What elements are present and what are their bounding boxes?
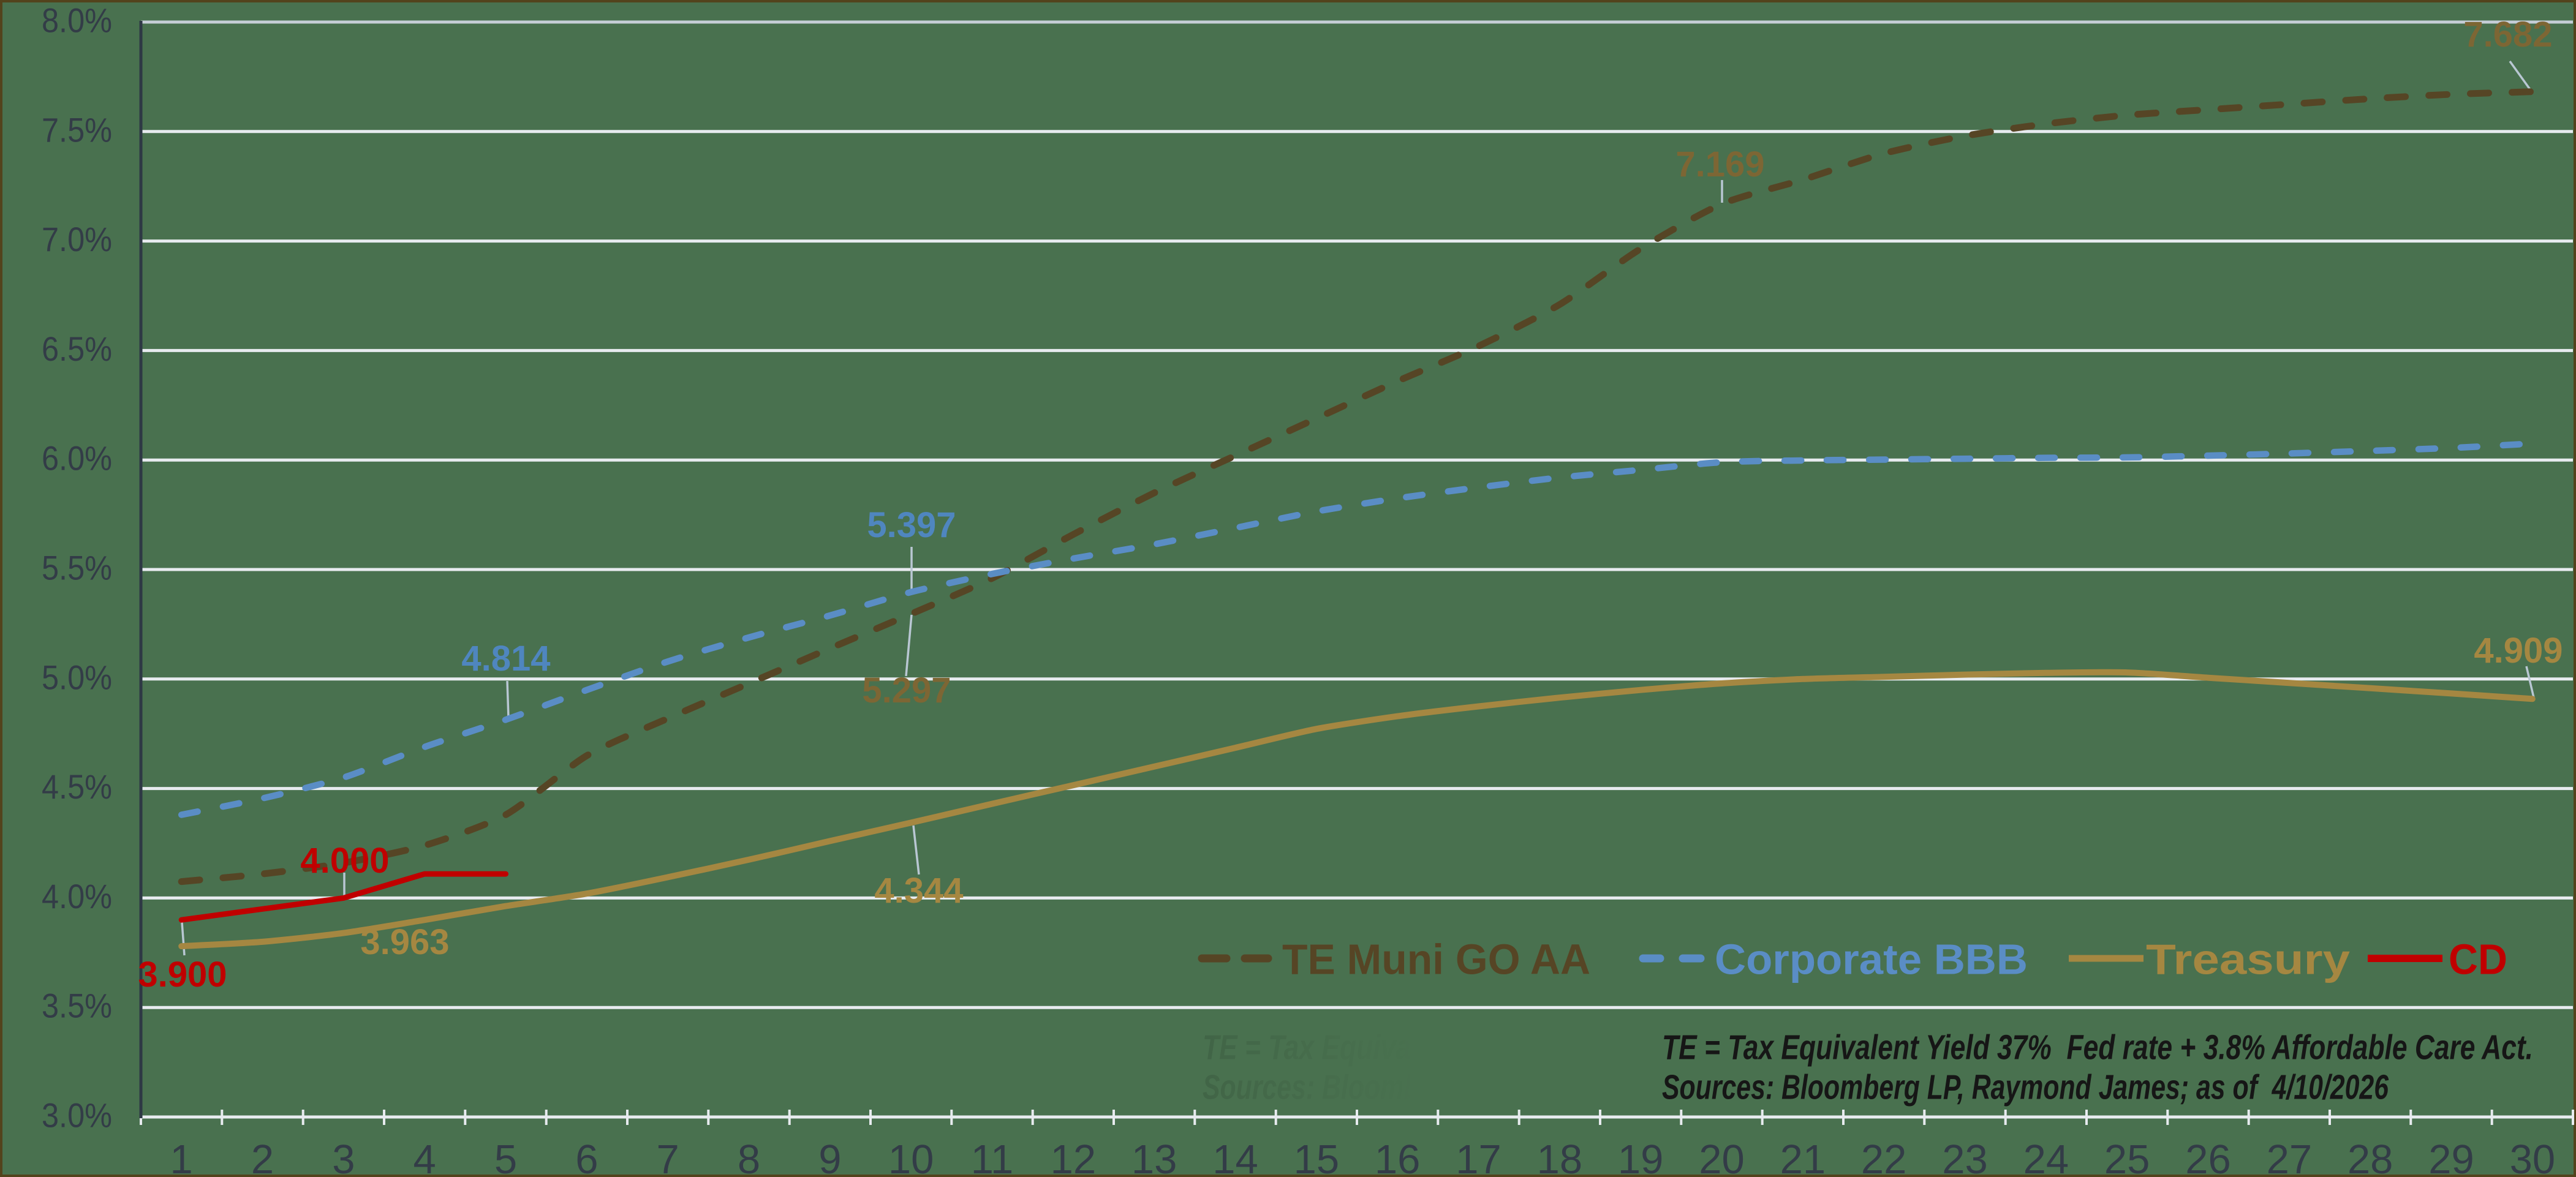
svg-text:TE = Tax Equivalent Yield 37%: TE = Tax Equivalent Yield 37% Fed rate +… [1662,1028,2533,1067]
svg-text:3.963: 3.963 [360,922,449,962]
svg-text:23: 23 [1942,1137,1988,1177]
svg-text:5: 5 [494,1137,517,1177]
svg-text:6.0%: 6.0% [42,439,112,478]
svg-text:4.000: 4.000 [300,841,389,881]
svg-text:15: 15 [1294,1137,1340,1177]
svg-text:5.5%: 5.5% [42,549,112,587]
svg-text:3.0%: 3.0% [42,1096,112,1135]
svg-text:5.297: 5.297 [862,671,951,710]
svg-text:5.0%: 5.0% [42,658,112,696]
svg-text:Treasury: Treasury [2146,935,2350,983]
svg-text:Sources: Bloomberg LP, Raymond: Sources: Bloomberg LP, Raymond James; as… [1203,1068,1929,1107]
svg-text:3.900: 3.900 [138,955,227,995]
svg-text:12: 12 [1051,1137,1097,1177]
svg-text:20: 20 [1699,1137,1745,1177]
svg-text:5.397: 5.397 [867,505,956,545]
svg-text:TE = Tax Equivalent Yield 37%: TE = Tax Equivalent Yield 37% Fed rate +… [1203,1028,2074,1067]
svg-text:11: 11 [971,1137,1014,1177]
svg-text:7.682: 7.682 [2463,15,2552,55]
svg-text:7: 7 [657,1137,679,1177]
svg-text:4.909: 4.909 [2474,631,2563,671]
svg-text:8: 8 [738,1137,760,1177]
svg-text:10: 10 [888,1137,934,1177]
svg-text:1: 1 [170,1137,193,1177]
svg-text:27: 27 [2267,1137,2313,1177]
svg-text:13: 13 [1131,1137,1177,1177]
svg-text:CD: CD [2449,935,2507,983]
svg-text:4.0%: 4.0% [42,877,112,916]
svg-text:7.169: 7.169 [1675,145,1764,184]
svg-text:24: 24 [2023,1137,2069,1177]
svg-text:Corporate BBB: Corporate BBB [1715,935,2028,983]
svg-text:8.0%: 8.0% [42,1,112,40]
svg-text:21: 21 [1780,1137,1826,1177]
svg-text:16: 16 [1375,1137,1421,1177]
svg-text:4.5%: 4.5% [42,767,112,806]
svg-text:4.344: 4.344 [874,871,963,911]
svg-text:29: 29 [2428,1137,2474,1177]
svg-text:28: 28 [2347,1137,2393,1177]
svg-text:25: 25 [2104,1137,2150,1177]
svg-text:30: 30 [2510,1137,2556,1177]
svg-text:9: 9 [818,1137,841,1177]
svg-text:6.5%: 6.5% [42,329,112,368]
svg-text:Sources: Bloomberg LP, Raymond: Sources: Bloomberg LP, Raymond James; as… [1662,1068,2389,1107]
svg-text:26: 26 [2185,1137,2231,1177]
svg-text:7.0%: 7.0% [42,220,112,258]
svg-text:18: 18 [1537,1137,1583,1177]
svg-text:3: 3 [332,1137,355,1177]
svg-text:4.814: 4.814 [461,639,550,679]
svg-text:7.5%: 7.5% [42,110,112,149]
svg-text:4: 4 [414,1137,436,1177]
svg-text:TE Muni GO AA: TE Muni GO AA [1282,935,1590,983]
svg-text:2: 2 [251,1137,274,1177]
svg-text:14: 14 [1212,1137,1258,1177]
svg-text:19: 19 [1618,1137,1664,1177]
svg-text:6: 6 [575,1137,598,1177]
svg-text:17: 17 [1456,1137,1501,1177]
svg-text:22: 22 [1861,1137,1907,1177]
svg-text:3.5%: 3.5% [42,987,112,1025]
